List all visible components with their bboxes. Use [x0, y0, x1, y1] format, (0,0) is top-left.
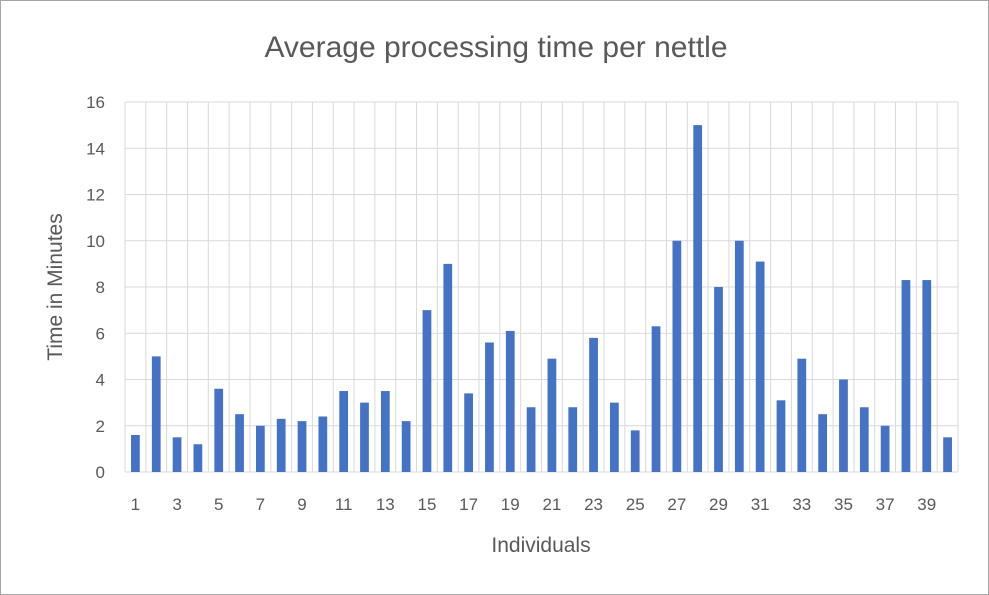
x-axis-label: Individuals [491, 534, 590, 557]
y-tick-label: 2 [96, 417, 105, 436]
x-tick-label: 13 [376, 495, 395, 514]
bar [297, 421, 307, 472]
x-tick-label: 7 [256, 495, 265, 514]
x-tick-label: 33 [792, 495, 811, 514]
bar [547, 358, 557, 472]
bar [672, 240, 682, 472]
bar [693, 125, 703, 472]
bar [505, 330, 515, 472]
y-tick-label: 14 [86, 139, 105, 158]
bar [401, 421, 411, 472]
x-tick-label: 27 [667, 495, 686, 514]
bar [214, 388, 224, 472]
x-tick-label: 1 [131, 495, 140, 514]
x-tick-label: 29 [709, 495, 728, 514]
x-tick-label: 39 [917, 495, 936, 514]
bar [922, 280, 932, 472]
x-tick-label: 9 [297, 495, 306, 514]
y-tick-label: 8 [96, 278, 105, 297]
bars [131, 125, 952, 472]
x-tick-label: 37 [876, 495, 895, 514]
bar [880, 425, 890, 472]
x-tick-label: 19 [501, 495, 520, 514]
bar [714, 287, 723, 472]
x-tick-label: 3 [172, 495, 181, 514]
bar [901, 280, 911, 472]
bar [651, 326, 661, 472]
y-tick-label: 6 [96, 324, 105, 343]
gridlines [124, 101, 959, 473]
y-tick-label: 16 [86, 93, 105, 112]
bar [276, 418, 286, 472]
bar [193, 444, 203, 472]
x-tick-label: 17 [459, 495, 478, 514]
bar [318, 416, 328, 472]
bar [526, 407, 536, 472]
x-tick-label: 21 [542, 495, 561, 514]
bar [734, 240, 744, 472]
bar [610, 402, 619, 472]
y-tick-label: 4 [96, 371, 105, 390]
bar [630, 430, 640, 472]
x-tick-label: 15 [418, 495, 437, 514]
chart-title: Average processing time per nettle [264, 31, 727, 64]
bar [797, 358, 807, 472]
x-tick-label: 31 [751, 495, 770, 514]
bar [380, 391, 390, 472]
x-tick-label: 35 [834, 495, 853, 514]
bar [464, 393, 473, 472]
bar [131, 435, 140, 472]
bar [859, 407, 869, 472]
bar [776, 400, 786, 472]
y-tick-labels: 0 2 4 6 8 10 12 14 16 [86, 93, 105, 482]
y-axis-label: Time in Minutes [44, 213, 67, 360]
y-tick-label: 10 [86, 232, 105, 251]
bar [151, 356, 161, 472]
y-tick-label: 0 [96, 463, 105, 482]
bar [755, 261, 765, 472]
bar [485, 342, 494, 472]
bar [568, 407, 578, 472]
bar [172, 437, 182, 472]
x-tick-label: 11 [335, 495, 353, 514]
bar [360, 402, 369, 472]
bar [589, 337, 598, 472]
bar [235, 414, 244, 472]
bar [818, 414, 828, 472]
bar [339, 391, 349, 472]
y-tick-label: 12 [86, 186, 105, 205]
bar [943, 437, 952, 472]
bar [422, 310, 432, 472]
x-tick-label: 25 [626, 495, 645, 514]
x-tick-label: 23 [584, 495, 603, 514]
x-tick-labels: 1 3 5 7 9 11 13 15 17 19 21 23 25 27 29 31 33 35 37 39 [131, 495, 937, 514]
bar [839, 379, 848, 472]
bar [255, 425, 265, 472]
x-tick-label: 5 [214, 495, 223, 514]
bar [443, 263, 453, 472]
